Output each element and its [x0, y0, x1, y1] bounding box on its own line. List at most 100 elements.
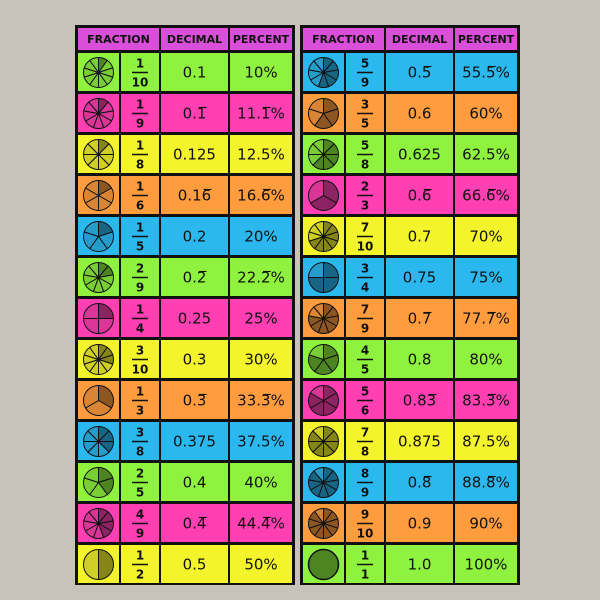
column-header: FRACTION: [87, 33, 150, 46]
percent: 90%: [469, 515, 502, 533]
denominator: 9: [361, 486, 369, 500]
denominator: 1: [361, 568, 369, 582]
pie-slice: [98, 548, 114, 581]
pie-slice: [82, 302, 99, 319]
pie-slice: [88, 343, 99, 362]
percent: 88.8̅%: [462, 474, 510, 492]
cell: [386, 340, 453, 378]
fraction-pie: [82, 425, 115, 458]
denominator: 5: [361, 117, 369, 131]
cell: [230, 340, 292, 378]
numerator: 2: [136, 467, 144, 481]
cell: [386, 135, 453, 173]
cell: [230, 94, 292, 132]
percent: 100%: [465, 556, 508, 574]
percent: 83.3̅%: [462, 392, 510, 410]
fraction-pie: [308, 302, 339, 334]
denominator: 10: [357, 527, 374, 541]
fraction-pie: [83, 56, 114, 89]
fraction-pie: [83, 179, 114, 212]
header-cell: [303, 28, 384, 50]
pie-slice: [87, 138, 99, 156]
header-cell: [386, 28, 453, 50]
cell: [455, 135, 517, 173]
pie-slice: [307, 261, 324, 278]
cell: [230, 504, 292, 542]
decimal: 1.0: [408, 556, 432, 574]
decimal: 0.16̅: [178, 187, 212, 205]
decimal: 0.83̅: [403, 392, 437, 410]
fraction-pie: [307, 548, 340, 581]
percent: 10%: [244, 64, 277, 82]
decimal: 0.1̅: [183, 105, 208, 123]
pie-slice: [84, 179, 99, 197]
cell: [455, 381, 517, 419]
cell: [386, 94, 453, 132]
denominator: 8: [136, 158, 144, 172]
fraction-pie: [82, 302, 115, 335]
percent: 30%: [244, 351, 277, 369]
cell: [455, 545, 517, 583]
percent: 75%: [469, 269, 502, 287]
decimal: 0.3: [183, 351, 207, 369]
cell: [386, 258, 453, 296]
cell: [455, 463, 517, 501]
numerator: 5: [361, 385, 369, 399]
cell: [455, 299, 517, 337]
numerator: 1: [136, 139, 144, 153]
denominator: 5: [361, 363, 369, 377]
percent: 66.6̅%: [462, 187, 510, 205]
denominator: 6: [361, 404, 369, 418]
decimal: 0.125: [173, 146, 216, 164]
pie-slice: [88, 56, 99, 75]
percent: 11.1̅%: [237, 105, 285, 123]
cell: [230, 135, 292, 173]
pie-slice: [313, 466, 324, 484]
decimal: 0.7: [408, 228, 432, 246]
fraction-pie: [307, 261, 340, 294]
denominator: 9: [136, 281, 144, 295]
cell: [161, 176, 228, 214]
numerator: 8: [361, 467, 369, 481]
pie-slice: [313, 56, 324, 74]
numerator: 3: [361, 98, 369, 112]
fraction-pie: [83, 466, 114, 498]
cell: [455, 422, 517, 460]
pie-slice: [313, 507, 324, 526]
cell: [161, 340, 228, 378]
pie-slice: [313, 220, 324, 239]
fraction-pie: [308, 343, 339, 375]
cell: [386, 422, 453, 460]
numerator: 1: [136, 303, 144, 317]
fraction-pie: [308, 384, 339, 417]
column-header: PERCENT: [458, 33, 515, 46]
decimal: 0.9: [408, 515, 432, 533]
percent: 70%: [469, 228, 502, 246]
decimal: 0.8̅: [408, 474, 433, 492]
numerator: 1: [361, 549, 369, 563]
pie-slice: [83, 220, 99, 238]
denominator: 5: [136, 240, 144, 254]
column-header: DECIMAL: [392, 33, 447, 46]
cell: [386, 504, 453, 542]
cell: [230, 176, 292, 214]
numerator: 3: [361, 262, 369, 276]
pie-slice: [308, 97, 324, 115]
pie-slice: [313, 302, 324, 320]
numerator: 1: [136, 549, 144, 563]
denominator: 9: [136, 527, 144, 541]
numerator: 3: [136, 344, 144, 358]
decimal: 0.2: [183, 228, 207, 246]
cell: [230, 258, 292, 296]
numerator: 7: [361, 426, 369, 440]
fraction-pie: [308, 220, 339, 253]
numerator: 5: [361, 57, 369, 71]
decimal: 0.4: [183, 474, 207, 492]
percent: 77.7̅%: [462, 310, 510, 328]
pie-slice: [309, 384, 324, 402]
decimal: 0.2̅: [183, 269, 208, 287]
decimal: 0.3̅: [183, 392, 208, 410]
cell: [161, 545, 228, 583]
numerator: 3: [136, 426, 144, 440]
